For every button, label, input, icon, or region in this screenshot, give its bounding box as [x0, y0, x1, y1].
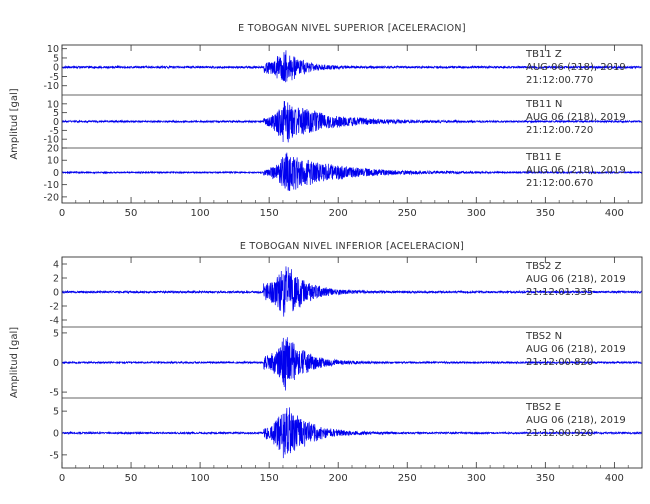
- x-tick-label: 150: [260, 208, 279, 219]
- chart-panel-2: E TOBOGAN NIVEL INFERIOR [ACELERACION] Am…: [9, 241, 643, 484]
- waveform-trace: [61, 100, 643, 143]
- trace-date-label: AUG 06 (218), 2019: [526, 62, 626, 73]
- trace-date-label: AUG 06 (218), 2019: [526, 274, 626, 285]
- x-tick-label: 350: [536, 208, 555, 219]
- x-tick-label: 150: [260, 473, 279, 484]
- waveform-trace: [61, 337, 643, 391]
- x-tick-label: 300: [467, 208, 486, 219]
- y-tick-label: 5: [53, 407, 59, 418]
- y-tick-label: 10: [47, 44, 59, 55]
- y-tick-label: 5: [53, 328, 59, 339]
- y-tick-label: 5: [53, 108, 59, 119]
- y-tick-label: -10: [43, 81, 59, 92]
- chart-title: E TOBOGAN NIVEL INFERIOR [ACELERACION]: [240, 241, 464, 252]
- trace-group-tbs2-n: 5 0 -5 TBS2 N AUG 06 (218), 2019 21:12:00.820: [50, 326, 643, 399]
- chart-title: E TOBOGAN NIVEL SUPERIOR [ACELERACION]: [238, 23, 466, 34]
- y-tick-label: -20: [43, 192, 59, 203]
- y-tick-label: 0: [53, 117, 59, 128]
- trace-time-label: 21:12:00.820: [526, 357, 593, 368]
- y-tick-label: -4: [50, 316, 59, 327]
- x-tick-label: 200: [329, 208, 348, 219]
- x-tick-label: 350: [536, 473, 555, 484]
- x-tick-label: 400: [605, 473, 624, 484]
- trace-time-label: 21:12:00.770: [526, 75, 593, 86]
- trace-group-tbs2-e: 5 0 -5 TBS2 E AUG 06 (218), 2019 21:12:00.920: [50, 397, 643, 461]
- y-tick-label: 2: [53, 274, 59, 285]
- x-tick-label: 0: [59, 473, 65, 484]
- trace-time-label: 21:12:00.670: [526, 178, 593, 189]
- waveform-trace: [61, 407, 643, 459]
- trace-date-label: AUG 06 (218), 2019: [526, 415, 626, 426]
- trace-time-label: 21:12:01.335: [526, 287, 593, 298]
- waveform-trace: [61, 50, 643, 83]
- y-tick-label: 4: [53, 260, 59, 271]
- y-tick-label: 20: [47, 144, 59, 155]
- trace-station-label: TBS2 N: [525, 331, 562, 342]
- trace-group-tbs2-z: 4 2 0 -2 -4 TBS2 Z AUG 06 (218), 2019 21:12:01.…: [50, 260, 643, 327]
- waveform-trace: [61, 152, 643, 191]
- y-tick-label: -5: [50, 450, 59, 461]
- y-tick-label: 10: [47, 156, 59, 167]
- y-tick-label: -5: [50, 72, 59, 83]
- y-tick-label: 0: [53, 358, 59, 369]
- trace-date-label: AUG 06 (218), 2019: [526, 344, 626, 355]
- y-tick-label: 5: [53, 53, 59, 64]
- x-tick-label: 100: [191, 208, 210, 219]
- y-tick-label: -10: [43, 180, 59, 191]
- y-tick-label: -10: [43, 135, 59, 146]
- waveform-trace: [61, 266, 643, 317]
- y-tick-label: 0: [53, 168, 59, 179]
- trace-station-label: TBS2 E: [525, 402, 561, 413]
- x-tick-label: 50: [125, 208, 138, 219]
- y-tick-label: -5: [50, 126, 59, 137]
- y-tick-label: 10: [47, 99, 59, 110]
- trace-station-label: TB11 E: [525, 152, 561, 163]
- trace-station-label: TBS2 Z: [525, 261, 562, 272]
- trace-time-label: 21:12:00.720: [526, 125, 593, 136]
- y-tick-label: 0: [53, 63, 59, 74]
- y-tick-label: 0: [53, 429, 59, 440]
- trace-station-label: TB11 N: [525, 99, 562, 110]
- x-tick-label: 100: [191, 473, 210, 484]
- x-tick-label: 0: [59, 208, 65, 219]
- x-tick-label: 250: [398, 473, 417, 484]
- y-tick-label: 0: [53, 288, 59, 299]
- trace-station-label: TB11 Z: [525, 49, 562, 60]
- y-axis-label: Amplitud [gal]: [9, 88, 20, 159]
- chart-panel-1: E TOBOGAN NIVEL SUPERIOR [ACELERACION] Am…: [9, 23, 643, 219]
- trace-date-label: AUG 06 (218), 2019: [526, 112, 626, 123]
- x-tick-label: 250: [398, 208, 417, 219]
- x-tick-label: 50: [125, 473, 138, 484]
- y-tick-label: -5: [50, 388, 59, 399]
- y-axis-label: Amplitud [gal]: [9, 327, 20, 398]
- y-tick-label: -2: [50, 302, 59, 313]
- trace-date-label: AUG 06 (218), 2019: [526, 165, 626, 176]
- x-tick-label: 300: [467, 473, 486, 484]
- x-tick-label: 200: [329, 473, 348, 484]
- trace-time-label: 21:12:00.920: [526, 428, 593, 439]
- x-tick-label: 400: [605, 208, 624, 219]
